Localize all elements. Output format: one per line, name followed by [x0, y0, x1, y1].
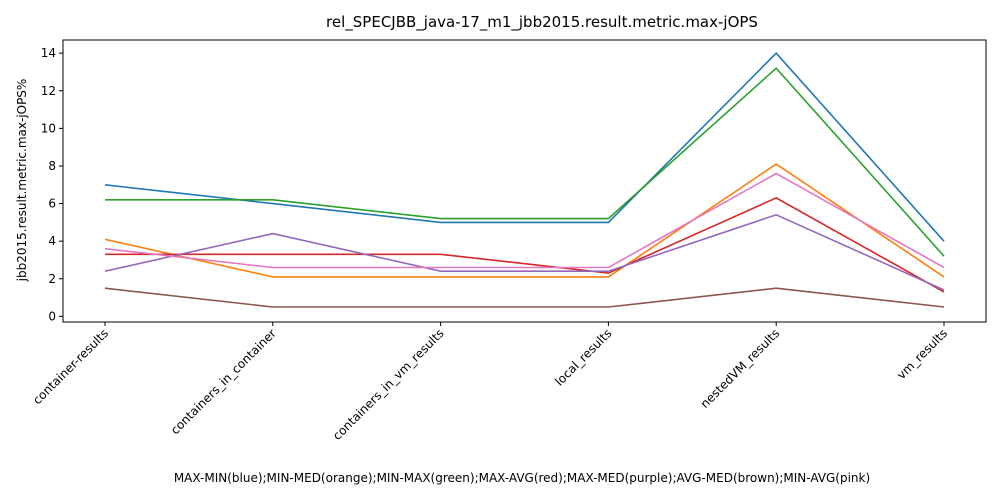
y-tick-label: 10 — [41, 121, 56, 135]
y-tick-label: 2 — [48, 272, 56, 286]
y-tick-label: 12 — [41, 84, 56, 98]
x-tick-label: containers_in_vm_results — [330, 326, 447, 443]
y-tick-label: 0 — [48, 309, 56, 323]
series-line-1 — [104, 52, 945, 242]
series-line-7 — [104, 172, 945, 269]
y-tick-label: 4 — [48, 234, 56, 248]
x-tick-label: nestedVM_results — [698, 326, 783, 411]
series-line-5 — [104, 213, 945, 291]
chart-title: rel_SPECJBB_java-17_m1_jbb2015.result.me… — [326, 13, 758, 32]
series-line-2 — [104, 163, 945, 278]
x-tick-label: local_results — [552, 326, 614, 388]
plot-area: 0 2 4 6 8 10 12 14 container-results containers_i… — [30, 39, 987, 443]
x-tick-label: container-results — [30, 326, 111, 407]
series-line-6 — [104, 287, 945, 308]
y-axis-label: jbb2015.result.metric.max-jOPS% — [15, 79, 29, 283]
x-axis-label: MAX-MIN(blue);MIN-MED(orange);MIN-MAX(gr… — [174, 471, 870, 485]
y-tick-label: 6 — [48, 197, 56, 211]
y-tick-label: 14 — [41, 46, 56, 60]
series-line-3 — [105, 67, 945, 257]
plot-frame — [62, 39, 987, 323]
x-tick-label: vm_results — [894, 326, 950, 382]
series-line-4 — [105, 197, 945, 293]
y-tick-label: 8 — [48, 159, 56, 173]
x-tick-label: containers_in_container — [168, 326, 279, 437]
